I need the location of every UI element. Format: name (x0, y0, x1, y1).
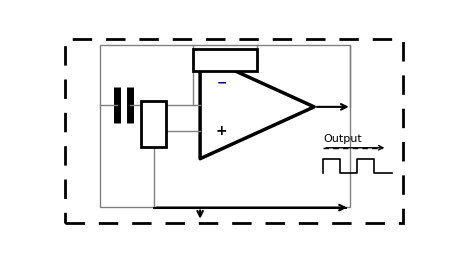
Text: +: + (215, 124, 227, 138)
Bar (100, 45, 349, 207)
Text: −: − (216, 76, 226, 89)
Bar (141, 101, 166, 147)
Bar (193, 49, 257, 71)
Text: Output: Output (322, 134, 361, 144)
